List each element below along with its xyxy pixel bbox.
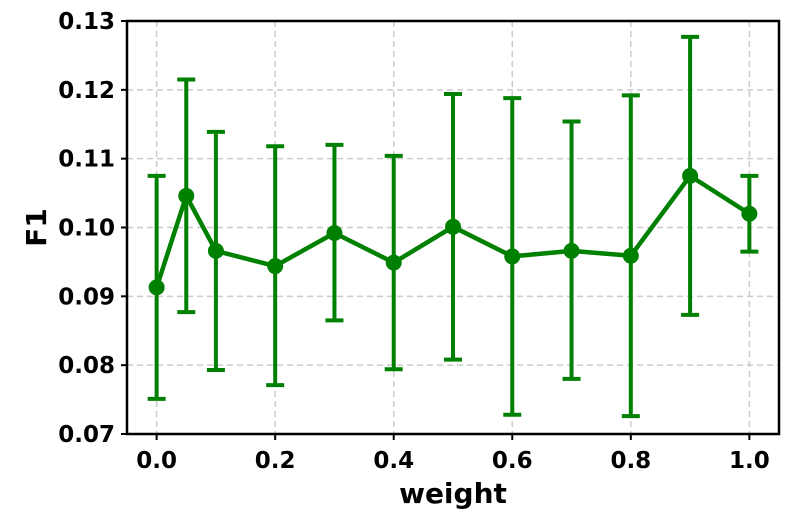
data-point [504,248,521,265]
data-point [178,187,195,204]
data-point [207,242,224,259]
y-tick-label: 0.09 [58,284,115,310]
axis-ticks: 0.0 0.2 0.4 0.6 0.8 1.0 0.07 0.08 0.09 0.10 0.11 0.… [58,9,769,474]
data-point [741,205,758,222]
data-point [445,218,461,235]
y-tick-label: 0.08 [58,353,115,379]
x-tick-label: 1.0 [729,448,770,474]
data-point [682,167,699,184]
y-axis-label: F1 [20,208,53,247]
y-tick-label: 0.13 [58,9,115,35]
data-point [267,258,284,275]
data-point [385,254,402,271]
y-tick-label: 0.10 [58,216,115,242]
data-point [563,242,580,259]
x-tick-label: 0.8 [610,448,651,474]
y-tick-label: 0.11 [58,147,115,173]
y-tick-label: 0.07 [58,422,115,448]
data-point [326,225,343,242]
x-tick-label: 0.4 [373,448,414,474]
y-tick-label: 0.12 [58,78,115,104]
data-point [148,279,165,296]
series-line [154,173,751,289]
x-axis-label: weight [399,477,507,510]
data-point [622,247,639,264]
x-tick-label: 0.0 [136,448,177,474]
plot-marks [147,34,759,419]
x-tick-label: 0.2 [255,448,296,474]
x-tick-label: 0.6 [492,448,533,474]
